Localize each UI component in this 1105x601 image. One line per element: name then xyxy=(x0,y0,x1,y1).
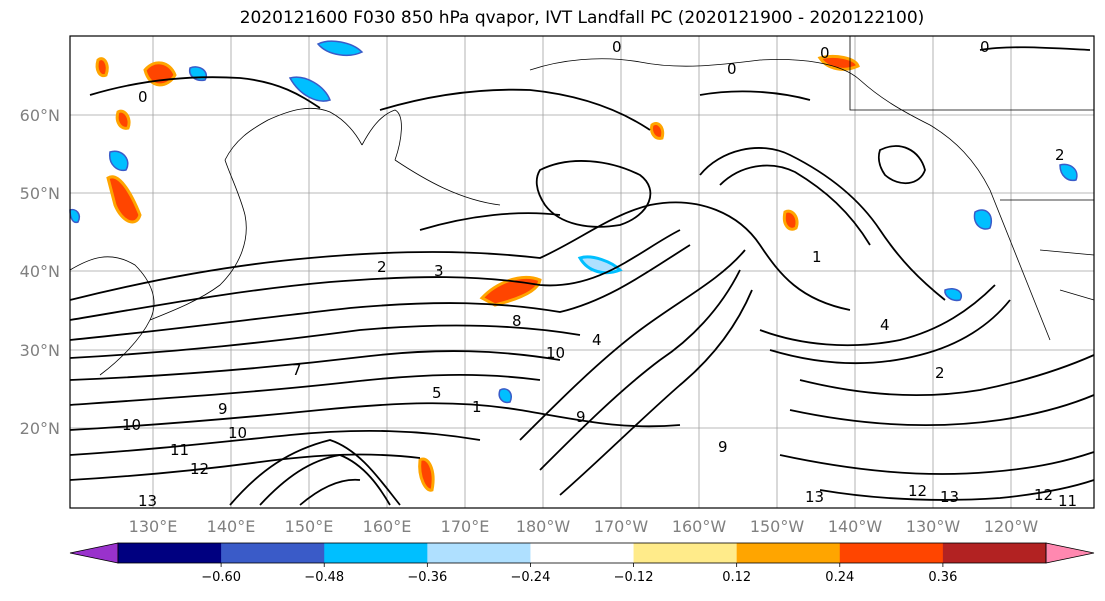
ivt-contours xyxy=(69,46,1095,506)
colorbar-segment xyxy=(839,543,944,563)
colorbar-segment xyxy=(942,543,1047,563)
colorbar-tick-label: −0.48 xyxy=(304,570,344,585)
lon-label: 130°E xyxy=(129,517,178,536)
contour-label: 12 xyxy=(908,482,927,500)
colorbar: −0.60 −0.48 −0.36 −0.24 −0.12 0.12 0.24 0.36 xyxy=(69,542,1095,585)
contour-label: 0 xyxy=(820,44,830,62)
lon-label: 180°W xyxy=(516,517,571,536)
lat-label: 40°N xyxy=(20,262,60,281)
colorbar-segment xyxy=(221,543,325,563)
colorbar-extension-low xyxy=(69,542,119,564)
contour-label: 13 xyxy=(138,492,157,510)
map-title: 2020121600 F030 850 hPa qvapor, IVT Land… xyxy=(239,8,925,28)
contour-label: 0 xyxy=(138,88,148,106)
contour-label: 10 xyxy=(122,416,141,434)
contour-label: 0 xyxy=(612,38,622,56)
lon-label: 170°W xyxy=(594,517,649,536)
lon-label: 130°W xyxy=(906,517,961,536)
colorbar-segment xyxy=(530,543,635,563)
map-border xyxy=(69,35,1095,509)
lat-label: 60°N xyxy=(20,106,60,125)
lon-label: 150°W xyxy=(750,517,805,536)
coastlines xyxy=(69,36,1095,376)
colorbar-extension-high xyxy=(1045,542,1095,564)
lon-label: 120°W xyxy=(984,517,1039,536)
contour-label: 9 xyxy=(718,438,728,456)
lon-label: 160°E xyxy=(363,517,412,536)
lon-label: 170°E xyxy=(441,517,490,536)
contour-labels: 0 0 0 0 0 1 2 3 8 10 4 9 10 10 11 13 12 … xyxy=(122,38,1077,510)
colorbar-tick-label: −0.36 xyxy=(407,570,447,585)
contour-label: 2 xyxy=(1055,146,1065,164)
map-background xyxy=(70,36,1094,508)
contour-label: 9 xyxy=(218,400,228,418)
lon-label: 160°W xyxy=(672,517,727,536)
contour-label: 9 xyxy=(576,408,586,426)
lat-label: 30°N xyxy=(20,341,60,360)
colorbar-tick-label: −0.24 xyxy=(511,570,551,585)
latitude-labels: 60°N 50°N 40°N 30°N 20°N xyxy=(20,106,60,438)
colorbar-tick-label: 0.24 xyxy=(825,570,854,585)
longitude-labels: 130°E 140°E 150°E 160°E 170°E 180°W 170°… xyxy=(129,517,1039,536)
colorbar-segments xyxy=(69,542,1095,564)
contour-label: 4 xyxy=(880,316,890,334)
contour-label: 7 xyxy=(292,361,302,379)
contour-label: 10 xyxy=(546,344,565,362)
lon-label: 150°E xyxy=(285,517,334,536)
contour-label: 10 xyxy=(228,424,247,442)
contour-label: 13 xyxy=(940,488,959,506)
lon-label: 140°E xyxy=(207,517,256,536)
contour-label: 11 xyxy=(1058,492,1077,510)
contour-label: 12 xyxy=(1034,486,1053,504)
contour-label: 3 xyxy=(434,262,444,280)
colorbar-ticks: −0.60 −0.48 −0.36 −0.24 −0.12 0.12 0.24 0.36 xyxy=(201,563,957,585)
colorbar-tick-label: 0.36 xyxy=(928,570,957,585)
lat-label: 50°N xyxy=(20,184,60,203)
contour-label: 8 xyxy=(512,312,522,330)
contour-label: 2 xyxy=(935,364,945,382)
contour-label: 0 xyxy=(980,38,990,56)
colorbar-tick-label: −0.12 xyxy=(614,570,654,585)
colorbar-segment xyxy=(118,543,222,563)
gridlines xyxy=(70,36,1094,508)
colorbar-segment xyxy=(633,543,738,563)
contour-label: 1 xyxy=(812,248,822,266)
colorbar-segment xyxy=(427,543,531,563)
colorbar-tick-label: −0.60 xyxy=(201,570,241,585)
contour-label: 5 xyxy=(432,384,442,402)
lon-label: 140°W xyxy=(828,517,883,536)
contour-label: 11 xyxy=(170,441,189,459)
contour-label: 4 xyxy=(592,331,602,349)
colorbar-segment xyxy=(324,543,428,563)
contour-label: 13 xyxy=(805,488,824,506)
contour-label: 0 xyxy=(727,60,737,78)
lat-label: 20°N xyxy=(20,419,60,438)
contour-label: 12 xyxy=(190,460,209,478)
colorbar-tick-label: 0.12 xyxy=(722,570,751,585)
contour-label: 2 xyxy=(377,258,387,276)
colorbar-segment xyxy=(736,543,841,563)
colorbar-outline xyxy=(117,542,1047,564)
contour-label: 1 xyxy=(472,398,482,416)
